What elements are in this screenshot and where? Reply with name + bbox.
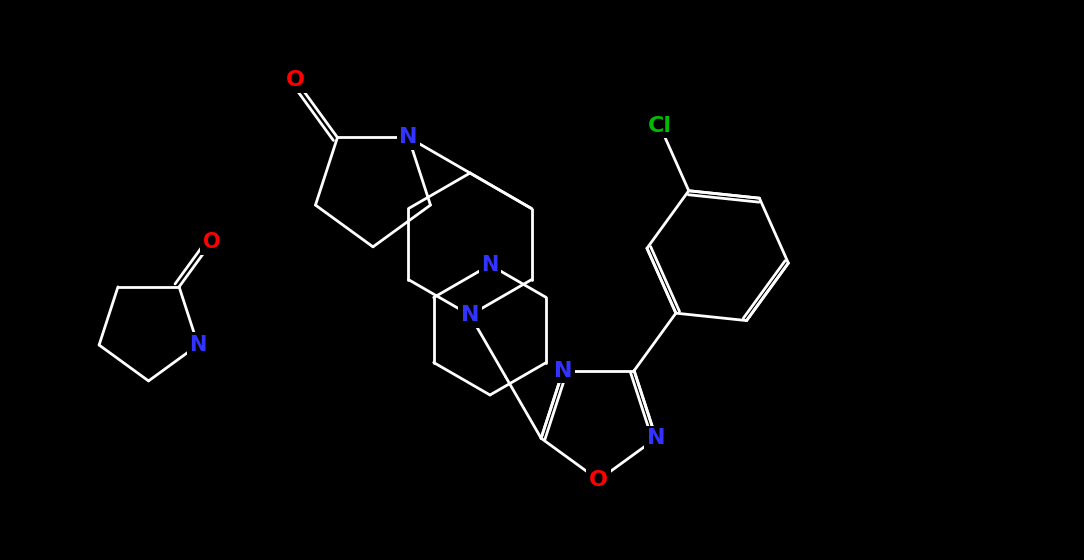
Text: N: N bbox=[399, 128, 417, 147]
Text: N: N bbox=[190, 335, 207, 355]
Text: N: N bbox=[647, 428, 666, 448]
Text: O: O bbox=[203, 232, 220, 252]
Text: N: N bbox=[481, 255, 499, 275]
Text: N: N bbox=[461, 305, 479, 325]
Text: Cl: Cl bbox=[648, 116, 672, 136]
Text: O: O bbox=[589, 470, 608, 490]
Text: N: N bbox=[554, 361, 572, 381]
Text: O: O bbox=[286, 70, 306, 90]
